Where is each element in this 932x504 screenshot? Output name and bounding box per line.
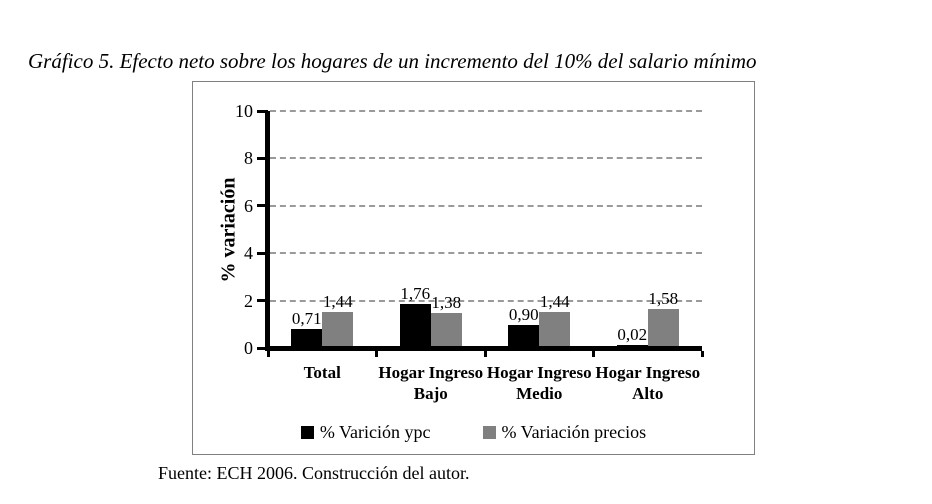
y-tick-label: 2 [244, 290, 253, 311]
y-tick-label: 4 [244, 243, 253, 264]
legend: % Varición ypc % Variación precios [193, 422, 754, 443]
y-axis-tick [257, 109, 268, 113]
x-axis-tick [483, 350, 487, 357]
bar-precios [430, 312, 462, 346]
y-gridline [270, 299, 702, 302]
bar-ypc [508, 324, 540, 346]
bar-value-label: 0,02 [617, 324, 648, 344]
bar-value-label: 1,38 [431, 292, 462, 312]
legend-item: % Varición ypc [300, 422, 431, 443]
category-label: Hogar Ingreso Medio [486, 363, 592, 403]
y-gridline [270, 204, 702, 207]
bar-precios [647, 308, 679, 346]
category-label: Hogar Ingreso Bajo [378, 363, 484, 403]
source-note: Fuente: ECH 2006. Construcción del autor… [158, 463, 470, 483]
bar-value-label: 0,71 [291, 308, 322, 328]
bar-precios [539, 311, 571, 346]
y-axis-tick [257, 156, 268, 160]
y-tick-label: 0 [244, 338, 253, 358]
y-tick-label: 8 [244, 148, 253, 169]
y-axis-tick [257, 251, 268, 255]
x-axis-tick [592, 350, 595, 357]
bar-value-label: 0,90 [508, 304, 539, 324]
legend-item: % Variación precios [482, 422, 647, 443]
y-gridline [270, 157, 702, 160]
legend-label: % Variación precios [501, 422, 647, 442]
category-label: Hogar Ingreso Alto [595, 363, 701, 403]
bar-ypc [291, 328, 323, 346]
bar-value-label: 1,44 [539, 291, 570, 311]
y-axis-line [265, 111, 270, 351]
bar-ypc [616, 344, 648, 346]
y-axis-tick [257, 204, 268, 208]
x-axis-tick [266, 350, 270, 357]
x-axis-tick [700, 350, 704, 357]
legend-swatch-icon [482, 426, 496, 439]
y-axis-title: % variación [217, 177, 240, 283]
chart-container: % variación 0 2 4 6 8 10 0,71 1,44 Total 1,76 1,38… [192, 81, 755, 455]
bar-ypc [399, 303, 431, 346]
y-tick-label: 6 [244, 195, 253, 216]
figure-title: Gráfico 5. Efecto neto sobre los hogares… [28, 49, 757, 73]
legend-swatch-icon [300, 426, 314, 439]
bar-value-label: 1,44 [322, 291, 353, 311]
y-gridline [270, 110, 702, 112]
bar-precios [322, 311, 354, 346]
y-gridline [270, 252, 702, 255]
x-axis-line [265, 345, 702, 351]
y-axis-tick [257, 346, 268, 350]
category-label: Total [303, 363, 341, 382]
y-tick-label: 10 [235, 101, 253, 121]
bar-value-label: 1,76 [400, 283, 431, 303]
x-axis-tick [375, 350, 378, 357]
y-axis-tick [257, 299, 268, 303]
legend-label: % Varición ypc [319, 422, 431, 442]
bar-value-label: 1,58 [648, 288, 679, 308]
